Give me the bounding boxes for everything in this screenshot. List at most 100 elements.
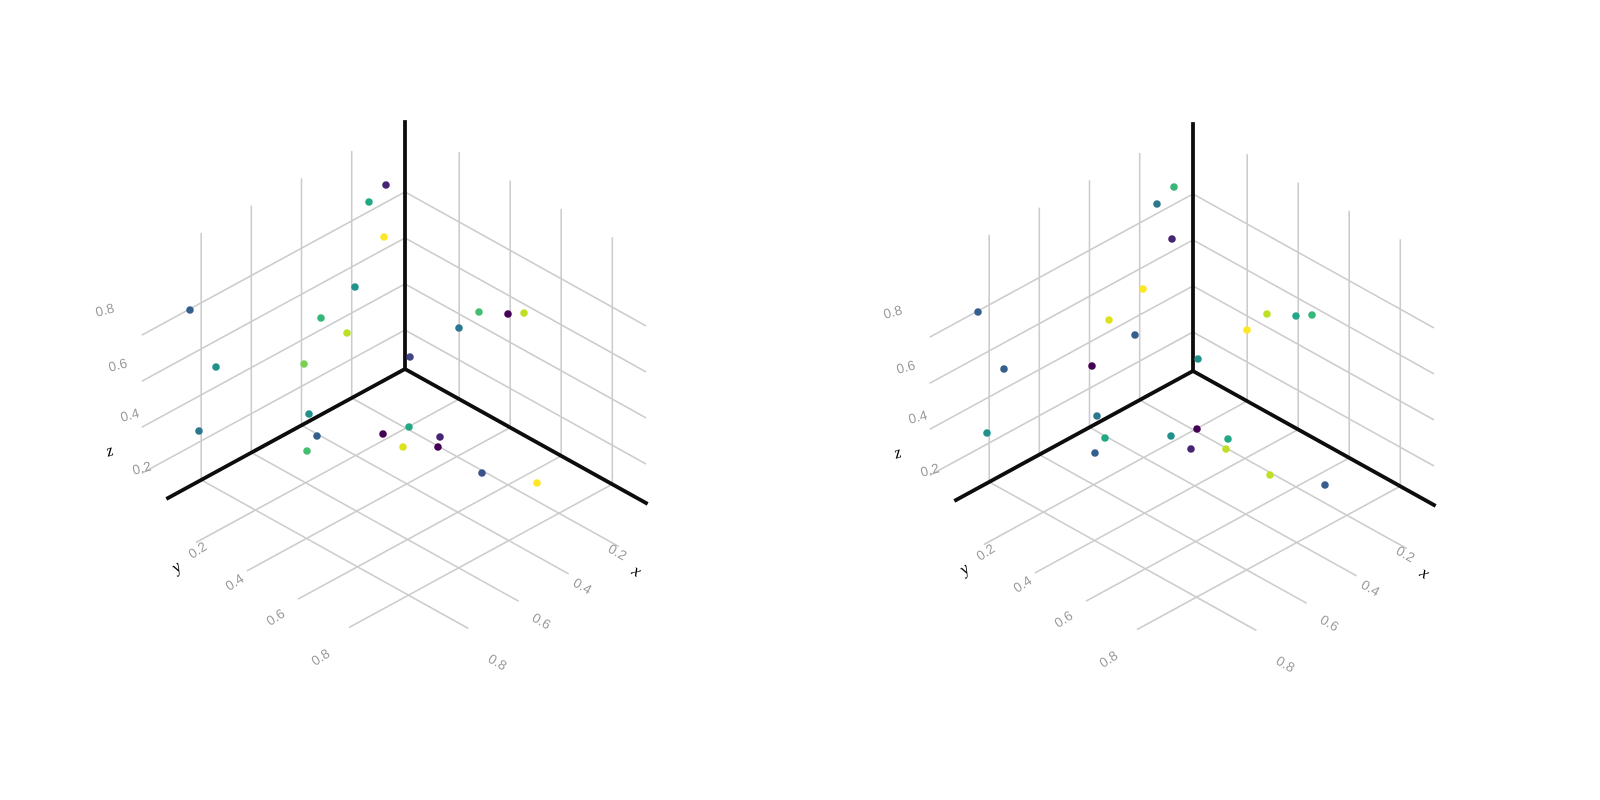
z-tick-label: 0.2 — [919, 460, 941, 479]
data-point[interactable] — [1170, 183, 1178, 191]
data-point[interactable] — [343, 329, 351, 337]
y-tick-label: 0.6 — [264, 606, 288, 629]
data-point[interactable] — [1105, 316, 1113, 324]
data-point[interactable] — [1101, 434, 1109, 442]
data-point[interactable] — [317, 314, 325, 322]
data-point[interactable] — [1088, 362, 1096, 370]
data-point[interactable] — [1131, 331, 1139, 339]
data-point[interactable] — [303, 447, 311, 455]
floor-gridline — [250, 451, 519, 602]
z-axis-title: z — [102, 440, 115, 461]
y-tick-label: 0.8 — [1097, 648, 1121, 671]
z-tick-label: 0.8 — [94, 300, 116, 319]
data-point[interactable] — [520, 309, 528, 317]
data-point[interactable] — [351, 283, 359, 291]
points-right — [974, 183, 1329, 489]
data-point[interactable] — [1139, 285, 1147, 293]
wall-left-gridline — [141, 191, 406, 336]
data-point[interactable] — [305, 410, 313, 418]
data-point[interactable] — [406, 353, 414, 361]
wall-right-gridline — [1192, 331, 1435, 467]
data-point[interactable] — [1222, 445, 1230, 453]
data-point[interactable] — [478, 469, 486, 477]
data-point[interactable] — [1187, 445, 1195, 453]
y-tick-label: 0.6 — [1052, 608, 1076, 631]
x-tick-label: 0.8 — [486, 651, 510, 673]
floor-gridline — [1089, 426, 1358, 577]
data-point[interactable] — [1243, 326, 1251, 334]
y-tick-label: 0.4 — [1011, 573, 1035, 596]
data-point[interactable] — [1193, 425, 1201, 433]
data-point[interactable] — [1263, 310, 1271, 318]
data-point[interactable] — [382, 181, 390, 189]
y-axis-title: y — [166, 557, 186, 578]
data-point[interactable] — [1224, 435, 1232, 443]
data-point[interactable] — [1093, 412, 1101, 420]
data-point[interactable] — [195, 427, 203, 435]
floor-gridline — [246, 426, 511, 572]
data-point[interactable] — [974, 308, 982, 316]
axis-spines-right — [953, 122, 1437, 508]
data-point[interactable] — [983, 429, 991, 437]
data-point[interactable] — [1167, 432, 1175, 440]
data-point[interactable] — [1091, 449, 1099, 457]
data-point[interactable] — [1194, 355, 1202, 363]
data-point[interactable] — [1000, 365, 1008, 373]
data-point[interactable] — [434, 443, 442, 451]
wall-left-gridline — [141, 283, 406, 429]
data-point[interactable] — [1153, 200, 1161, 208]
data-point[interactable] — [1308, 311, 1316, 319]
y-axis-spine — [953, 368, 1196, 503]
data-point[interactable] — [1321, 481, 1329, 489]
data-point[interactable] — [436, 433, 444, 441]
wall-left-gridline — [141, 237, 406, 383]
data-point[interactable] — [455, 324, 463, 332]
wall-left-gridline — [141, 329, 406, 475]
data-point[interactable] — [380, 233, 388, 241]
data-point[interactable] — [475, 308, 483, 316]
wall-left-gridline — [929, 193, 1194, 338]
data-point[interactable] — [379, 430, 387, 438]
x-tick-label: 0.4 — [571, 575, 595, 598]
data-point[interactable] — [365, 198, 373, 206]
data-point[interactable] — [300, 360, 308, 368]
z-tick-label: 0.6 — [107, 355, 129, 374]
floor-gridline — [1136, 485, 1401, 631]
wall-right-gridline — [404, 191, 647, 327]
floor-gridline — [1034, 428, 1299, 574]
z-tick-label: 0.8 — [882, 302, 904, 321]
floor-gridline — [297, 455, 562, 600]
wall-right-gridline — [404, 329, 647, 465]
x-tick-label: 0.4 — [1359, 577, 1383, 600]
floor-gridline — [348, 483, 613, 629]
floor-gridline — [1038, 453, 1307, 604]
axis-spines-left — [165, 120, 649, 506]
data-point[interactable] — [186, 306, 194, 314]
axis-labels-left: 0.20.40.60.8x0.20.40.60.8y0.20.40.60.8z — [94, 300, 646, 673]
x-axis-spine — [402, 366, 649, 506]
data-point[interactable] — [405, 423, 413, 431]
data-point[interactable] — [504, 310, 512, 318]
z-tick-label: 0.4 — [119, 405, 141, 424]
grid-left — [141, 151, 647, 630]
data-point[interactable] — [399, 443, 407, 451]
data-point[interactable] — [1266, 471, 1274, 479]
data-point[interactable] — [313, 432, 321, 440]
data-point[interactable] — [1168, 235, 1176, 243]
z-tick-label: 0.4 — [907, 407, 929, 426]
data-point[interactable] — [1292, 312, 1300, 320]
floor-gridline — [988, 481, 1257, 632]
points-left — [186, 181, 541, 487]
floor-gridline — [301, 424, 570, 575]
z-tick-label: 0.2 — [131, 458, 153, 477]
data-point[interactable] — [533, 479, 541, 487]
wall-left-gridline — [929, 331, 1194, 477]
z-tick-label: 0.6 — [895, 357, 917, 376]
data-point[interactable] — [212, 363, 220, 371]
floor-gridline — [1085, 457, 1350, 602]
subplot-right: 0.20.40.60.8x0.20.40.60.8y0.20.40.60.8z — [882, 122, 1437, 675]
subplot-left: 0.20.40.60.8x0.20.40.60.8y0.20.40.60.8z — [94, 120, 649, 673]
wall-right-gridline — [404, 237, 647, 373]
